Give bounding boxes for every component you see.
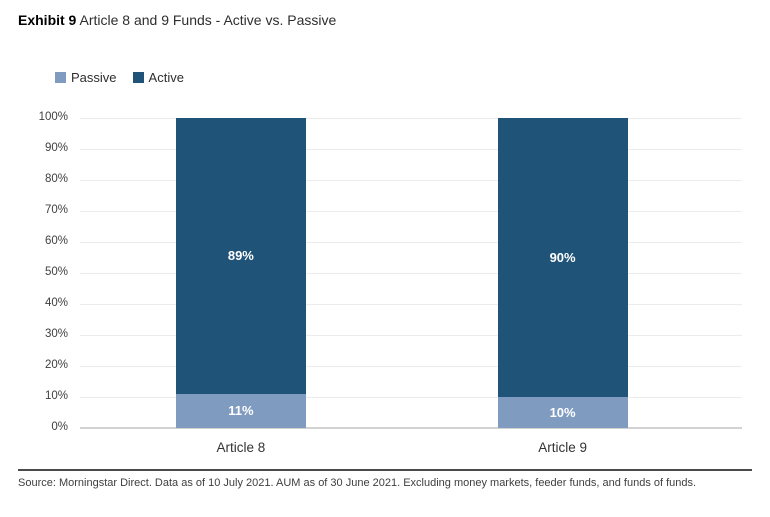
bar-article-8: 11% 89% bbox=[175, 118, 306, 428]
segment-passive: 10% bbox=[497, 397, 628, 428]
legend: Passive Active bbox=[55, 70, 184, 85]
gridline-40% bbox=[80, 304, 742, 305]
value-label: 89% bbox=[227, 248, 254, 264]
segment-passive: 11% bbox=[175, 393, 306, 428]
legend-item-passive: Passive bbox=[55, 70, 117, 85]
plot-area: 11% 89% 10% 90% bbox=[80, 118, 742, 429]
exhibit-label: Exhibit 9 bbox=[18, 12, 77, 28]
segment-active: 90% bbox=[497, 118, 628, 397]
legend-label: Active bbox=[148, 70, 184, 85]
gridline-10% bbox=[80, 397, 742, 398]
x-tick-article-9: Article 9 bbox=[538, 440, 587, 455]
legend-item-active: Active bbox=[132, 70, 184, 85]
segment-active: 89% bbox=[175, 118, 306, 394]
gridline-50% bbox=[80, 273, 742, 274]
gridline-80% bbox=[80, 180, 742, 181]
bar-article-9: 10% 90% bbox=[497, 118, 628, 428]
gridline-70% bbox=[80, 211, 742, 212]
y-tick-40%: 40% bbox=[44, 297, 68, 309]
gridline-30% bbox=[80, 335, 742, 336]
page-title: Exhibit 9 Article 8 and 9 Funds - Active… bbox=[18, 11, 336, 29]
x-tick-article-8: Article 8 bbox=[216, 440, 266, 455]
y-tick-10%: 10% bbox=[44, 390, 68, 402]
footer-divider bbox=[18, 469, 752, 471]
y-tick-70%: 70% bbox=[44, 204, 68, 216]
y-tick-50%: 50% bbox=[44, 266, 68, 278]
y-tick-90%: 90% bbox=[44, 142, 68, 154]
legend-swatch-active bbox=[132, 72, 144, 83]
value-label: 90% bbox=[549, 250, 576, 265]
y-tick-100%: 100% bbox=[38, 111, 68, 123]
value-label: 11% bbox=[228, 403, 254, 419]
y-tick-80%: 80% bbox=[44, 173, 68, 185]
gridline-20% bbox=[80, 366, 742, 367]
legend-label: Passive bbox=[71, 70, 117, 85]
chart-title: Article 8 and 9 Funds - Active vs. Passi… bbox=[79, 12, 337, 28]
value-label: 10% bbox=[549, 405, 576, 420]
y-tick-20%: 20% bbox=[44, 359, 68, 371]
source-note: Source: Morningstar Direct. Data as of 1… bbox=[18, 477, 697, 489]
y-tick-30%: 30% bbox=[44, 328, 68, 340]
x-axis-line bbox=[80, 427, 742, 429]
legend-swatch-passive bbox=[55, 72, 66, 83]
gridline-60% bbox=[80, 242, 742, 243]
gridline-100% bbox=[80, 118, 742, 119]
y-tick-60%: 60% bbox=[44, 235, 68, 247]
y-tick-0%: 0% bbox=[51, 421, 68, 433]
gridline-90% bbox=[80, 149, 742, 150]
